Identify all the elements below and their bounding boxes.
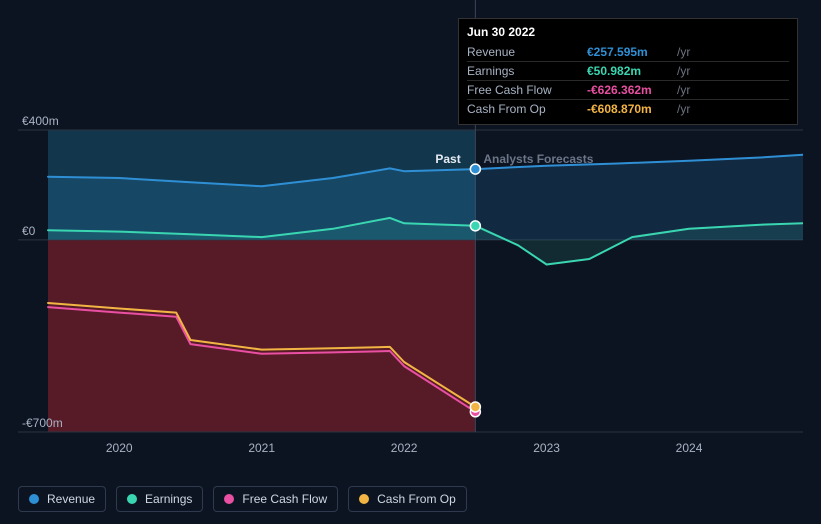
legend-item-earnings[interactable]: Earnings	[116, 486, 203, 512]
legend-item-cfo[interactable]: Cash From Op	[348, 486, 467, 512]
tooltip-key: Cash From Op	[467, 100, 587, 119]
x-axis-label: 2020	[106, 441, 133, 455]
tooltip-unit: /yr	[677, 62, 789, 81]
forecast-region-label: Analysts Forecasts	[483, 152, 593, 166]
tooltip-unit: /yr	[677, 43, 789, 62]
tooltip-key: Revenue	[467, 43, 587, 62]
chart-legend: Revenue Earnings Free Cash Flow Cash From O…	[18, 486, 467, 512]
x-axis-label: 2022	[391, 441, 418, 455]
tooltip-value: €257.595m	[587, 43, 677, 62]
legend-swatch	[359, 494, 369, 504]
tooltip-row: Earnings€50.982m/yr	[467, 62, 789, 81]
legend-item-revenue[interactable]: Revenue	[18, 486, 106, 512]
tooltip-value: €50.982m	[587, 62, 677, 81]
legend-label: Cash From Op	[377, 492, 456, 506]
tooltip-value: -€608.870m	[587, 100, 677, 119]
x-axis-label: 2021	[248, 441, 275, 455]
legend-swatch	[29, 494, 39, 504]
chart-tooltip: Jun 30 2022 Revenue€257.595m/yrEarnings€…	[458, 18, 798, 125]
legend-item-fcf[interactable]: Free Cash Flow	[213, 486, 338, 512]
past-region-label: Past	[435, 152, 460, 166]
tooltip-unit: /yr	[677, 100, 789, 119]
legend-label: Free Cash Flow	[242, 492, 327, 506]
y-axis-label: €400m	[22, 114, 59, 128]
legend-swatch	[127, 494, 137, 504]
legend-label: Earnings	[145, 492, 192, 506]
x-axis-label: 2024	[676, 441, 703, 455]
x-axis-label: 2023	[533, 441, 560, 455]
tooltip-value: -€626.362m	[587, 81, 677, 100]
legend-label: Revenue	[47, 492, 95, 506]
tooltip-row: Free Cash Flow-€626.362m/yr	[467, 81, 789, 100]
tooltip-table: Revenue€257.595m/yrEarnings€50.982m/yrFr…	[467, 43, 789, 118]
tooltip-title: Jun 30 2022	[467, 25, 789, 39]
tooltip-row: Revenue€257.595m/yr	[467, 43, 789, 62]
tooltip-key: Free Cash Flow	[467, 81, 587, 100]
y-axis-label: -€700m	[22, 416, 63, 430]
tooltip-unit: /yr	[677, 81, 789, 100]
y-axis-label: €0	[22, 224, 35, 238]
tooltip-row: Cash From Op-€608.870m/yr	[467, 100, 789, 119]
legend-swatch	[224, 494, 234, 504]
tooltip-key: Earnings	[467, 62, 587, 81]
